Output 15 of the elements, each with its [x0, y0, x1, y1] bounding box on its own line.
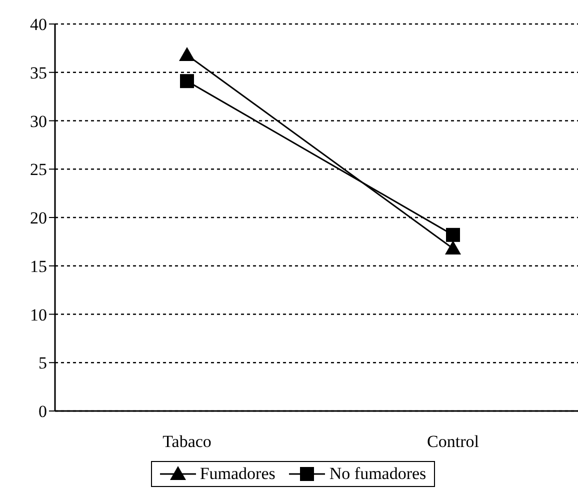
x-tick-label: Control: [427, 432, 480, 452]
legend-label: Fumadores: [200, 464, 276, 484]
x-tick-label: Tabaco: [162, 432, 212, 452]
y-tick-label: 10: [30, 305, 47, 324]
y-tick-label: 15: [30, 256, 47, 276]
y-tick-label: 40: [30, 15, 47, 34]
point: [446, 228, 460, 242]
legend-label: No fumadores: [329, 464, 426, 484]
y-tick-label: 30: [30, 112, 47, 131]
y-tick-label: 35: [30, 63, 47, 82]
y-tick-label: 5: [38, 354, 47, 373]
y-tick-label: 25: [30, 160, 47, 180]
y-tick-label: 0: [38, 402, 47, 422]
point: [180, 74, 194, 88]
y-tick-label: 20: [30, 208, 47, 228]
